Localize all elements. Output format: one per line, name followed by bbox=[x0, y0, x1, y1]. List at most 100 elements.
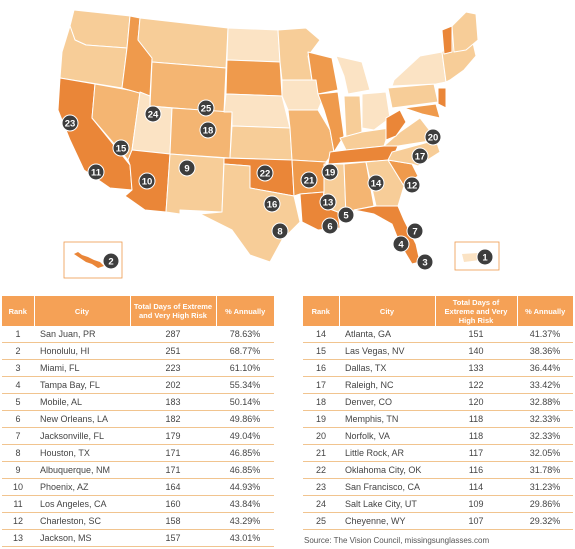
marker-label: 17 bbox=[415, 152, 426, 163]
rank-cell: 21 bbox=[303, 444, 339, 462]
rank-cell: 14 bbox=[303, 326, 339, 343]
table-row: 10 Phoenix, AZ 164 44.93% bbox=[2, 478, 274, 496]
marker-circle bbox=[199, 121, 217, 139]
table-row: 13 Jackson, MS 157 43.01% bbox=[2, 529, 274, 547]
marker-label: 1 bbox=[482, 253, 488, 264]
table-row: 14 Atlanta, GA 151 41.37% bbox=[303, 326, 573, 343]
table-row: 9 Albuquerque, NM 171 46.85% bbox=[2, 461, 274, 479]
table-row: 5 Mobile, AL 183 50.14% bbox=[2, 393, 274, 411]
table-row: 4 Tampa Bay, FL 202 55.34% bbox=[2, 376, 274, 394]
marker-label: 22 bbox=[260, 169, 271, 180]
days-cell: 116 bbox=[435, 461, 517, 479]
city-marker-6: 6 bbox=[321, 217, 339, 235]
percent-cell: 32.88% bbox=[517, 393, 573, 411]
rank-cell: 2 bbox=[2, 342, 34, 360]
percent-cell: 41.37% bbox=[517, 326, 573, 343]
city-cell: Houston, TX bbox=[34, 444, 130, 462]
days-cell: 109 bbox=[435, 495, 517, 513]
city-marker-14: 14 bbox=[367, 174, 385, 192]
marker-label: 21 bbox=[304, 176, 315, 187]
percent-cell: 29.86% bbox=[517, 495, 573, 513]
marker-label: 5 bbox=[343, 211, 349, 222]
city-cell: Salt Lake City, UT bbox=[339, 495, 435, 513]
header-city: City bbox=[34, 296, 131, 326]
marker-circle bbox=[424, 128, 442, 146]
city-marker-19: 19 bbox=[321, 163, 339, 181]
marker-circle bbox=[178, 159, 196, 177]
rank-cell: 17 bbox=[303, 376, 339, 394]
marker-label: 13 bbox=[323, 198, 334, 209]
city-cell: Little Rock, AR bbox=[339, 444, 435, 462]
header-rank: Rank bbox=[303, 296, 340, 326]
city-marker-8: 8 bbox=[271, 222, 289, 240]
city-marker-23: 23 bbox=[61, 114, 79, 132]
marker-label: 24 bbox=[148, 110, 159, 121]
city-marker-1: 1 bbox=[476, 248, 494, 266]
table-row: 6 New Orleans, LA 182 49.86% bbox=[2, 410, 274, 428]
marker-label: 25 bbox=[201, 104, 212, 115]
days-cell: 160 bbox=[130, 495, 216, 513]
marker-circle bbox=[256, 164, 274, 182]
days-cell: 133 bbox=[435, 359, 517, 377]
days-cell: 251 bbox=[130, 342, 216, 360]
city-marker-16: 16 bbox=[263, 195, 281, 213]
insets bbox=[63, 241, 500, 279]
state-south-dakota bbox=[225, 59, 283, 97]
city-marker-15: 15 bbox=[112, 139, 130, 157]
table-row: 1 San Juan, PR 287 78.63% bbox=[2, 326, 274, 343]
rank-cell: 12 bbox=[2, 512, 34, 530]
city-marker-9: 9 bbox=[178, 159, 196, 177]
table-body: 14 Atlanta, GA 151 41.37% 15 Las Vegas, NV 140… bbox=[303, 326, 573, 530]
marker-circle bbox=[367, 174, 385, 192]
days-cell: 223 bbox=[130, 359, 216, 377]
table-header-row: Rank City Total Days of Extreme and Very… bbox=[2, 296, 274, 326]
rank-cell: 18 bbox=[303, 393, 339, 411]
marker-circle bbox=[112, 139, 130, 157]
rank-cell: 3 bbox=[2, 359, 34, 377]
days-cell: 182 bbox=[130, 410, 216, 428]
rank-cell: 9 bbox=[2, 461, 34, 479]
city-marker-12: 12 bbox=[403, 176, 421, 194]
hawaii-shape bbox=[74, 252, 104, 268]
marker-label: 15 bbox=[116, 144, 127, 155]
table-row: 8 Houston, TX 171 46.85% bbox=[2, 444, 274, 462]
table-row: 23 San Francisco, CA 114 31.23% bbox=[303, 478, 573, 496]
percent-cell: 36.44% bbox=[517, 359, 573, 377]
city-cell: New Orleans, LA bbox=[34, 410, 130, 428]
percent-cell: 31.78% bbox=[517, 461, 573, 479]
city-cell: Dallas, TX bbox=[339, 359, 435, 377]
city-marker-5: 5 bbox=[337, 206, 355, 224]
city-cell: Denver, CO bbox=[339, 393, 435, 411]
percent-cell: 46.85% bbox=[216, 461, 274, 479]
rank-cell: 6 bbox=[2, 410, 34, 428]
city-cell: Cheyenne, WY bbox=[339, 512, 435, 530]
city-cell: Tampa Bay, FL bbox=[34, 376, 130, 394]
percent-cell: 61.10% bbox=[216, 359, 274, 377]
marker-label: 10 bbox=[142, 177, 153, 188]
table-row: 20 Norfolk, VA 118 32.33% bbox=[303, 427, 573, 445]
marker-label: 18 bbox=[203, 126, 214, 137]
city-cell: Jacksonville, FL bbox=[34, 427, 130, 445]
city-cell: San Juan, PR bbox=[34, 326, 130, 343]
marker-circle bbox=[403, 176, 421, 194]
city-cell: Miami, FL bbox=[34, 359, 130, 377]
state-kansas bbox=[229, 125, 293, 161]
table-row: 19 Memphis, TN 118 32.33% bbox=[303, 410, 573, 428]
state-montana bbox=[137, 17, 229, 69]
city-marker-7: 7 bbox=[406, 222, 424, 240]
days-cell: 158 bbox=[130, 512, 216, 530]
percent-cell: 46.85% bbox=[216, 444, 274, 462]
percent-cell: 78.63% bbox=[216, 326, 274, 343]
rank-cell: 23 bbox=[303, 478, 339, 496]
city-cell: San Francisco, CA bbox=[339, 478, 435, 496]
city-cell: Oklahoma City, OK bbox=[339, 461, 435, 479]
table-row: 18 Denver, CO 120 32.88% bbox=[303, 393, 573, 411]
rank-cell: 10 bbox=[2, 478, 34, 496]
rank-cell: 25 bbox=[303, 512, 339, 530]
marker-circle bbox=[337, 206, 355, 224]
days-cell: 107 bbox=[435, 512, 517, 530]
days-cell: 118 bbox=[435, 410, 517, 428]
city-marker-18: 18 bbox=[199, 121, 217, 139]
marker-label: 12 bbox=[407, 181, 418, 192]
days-cell: 171 bbox=[130, 444, 216, 462]
